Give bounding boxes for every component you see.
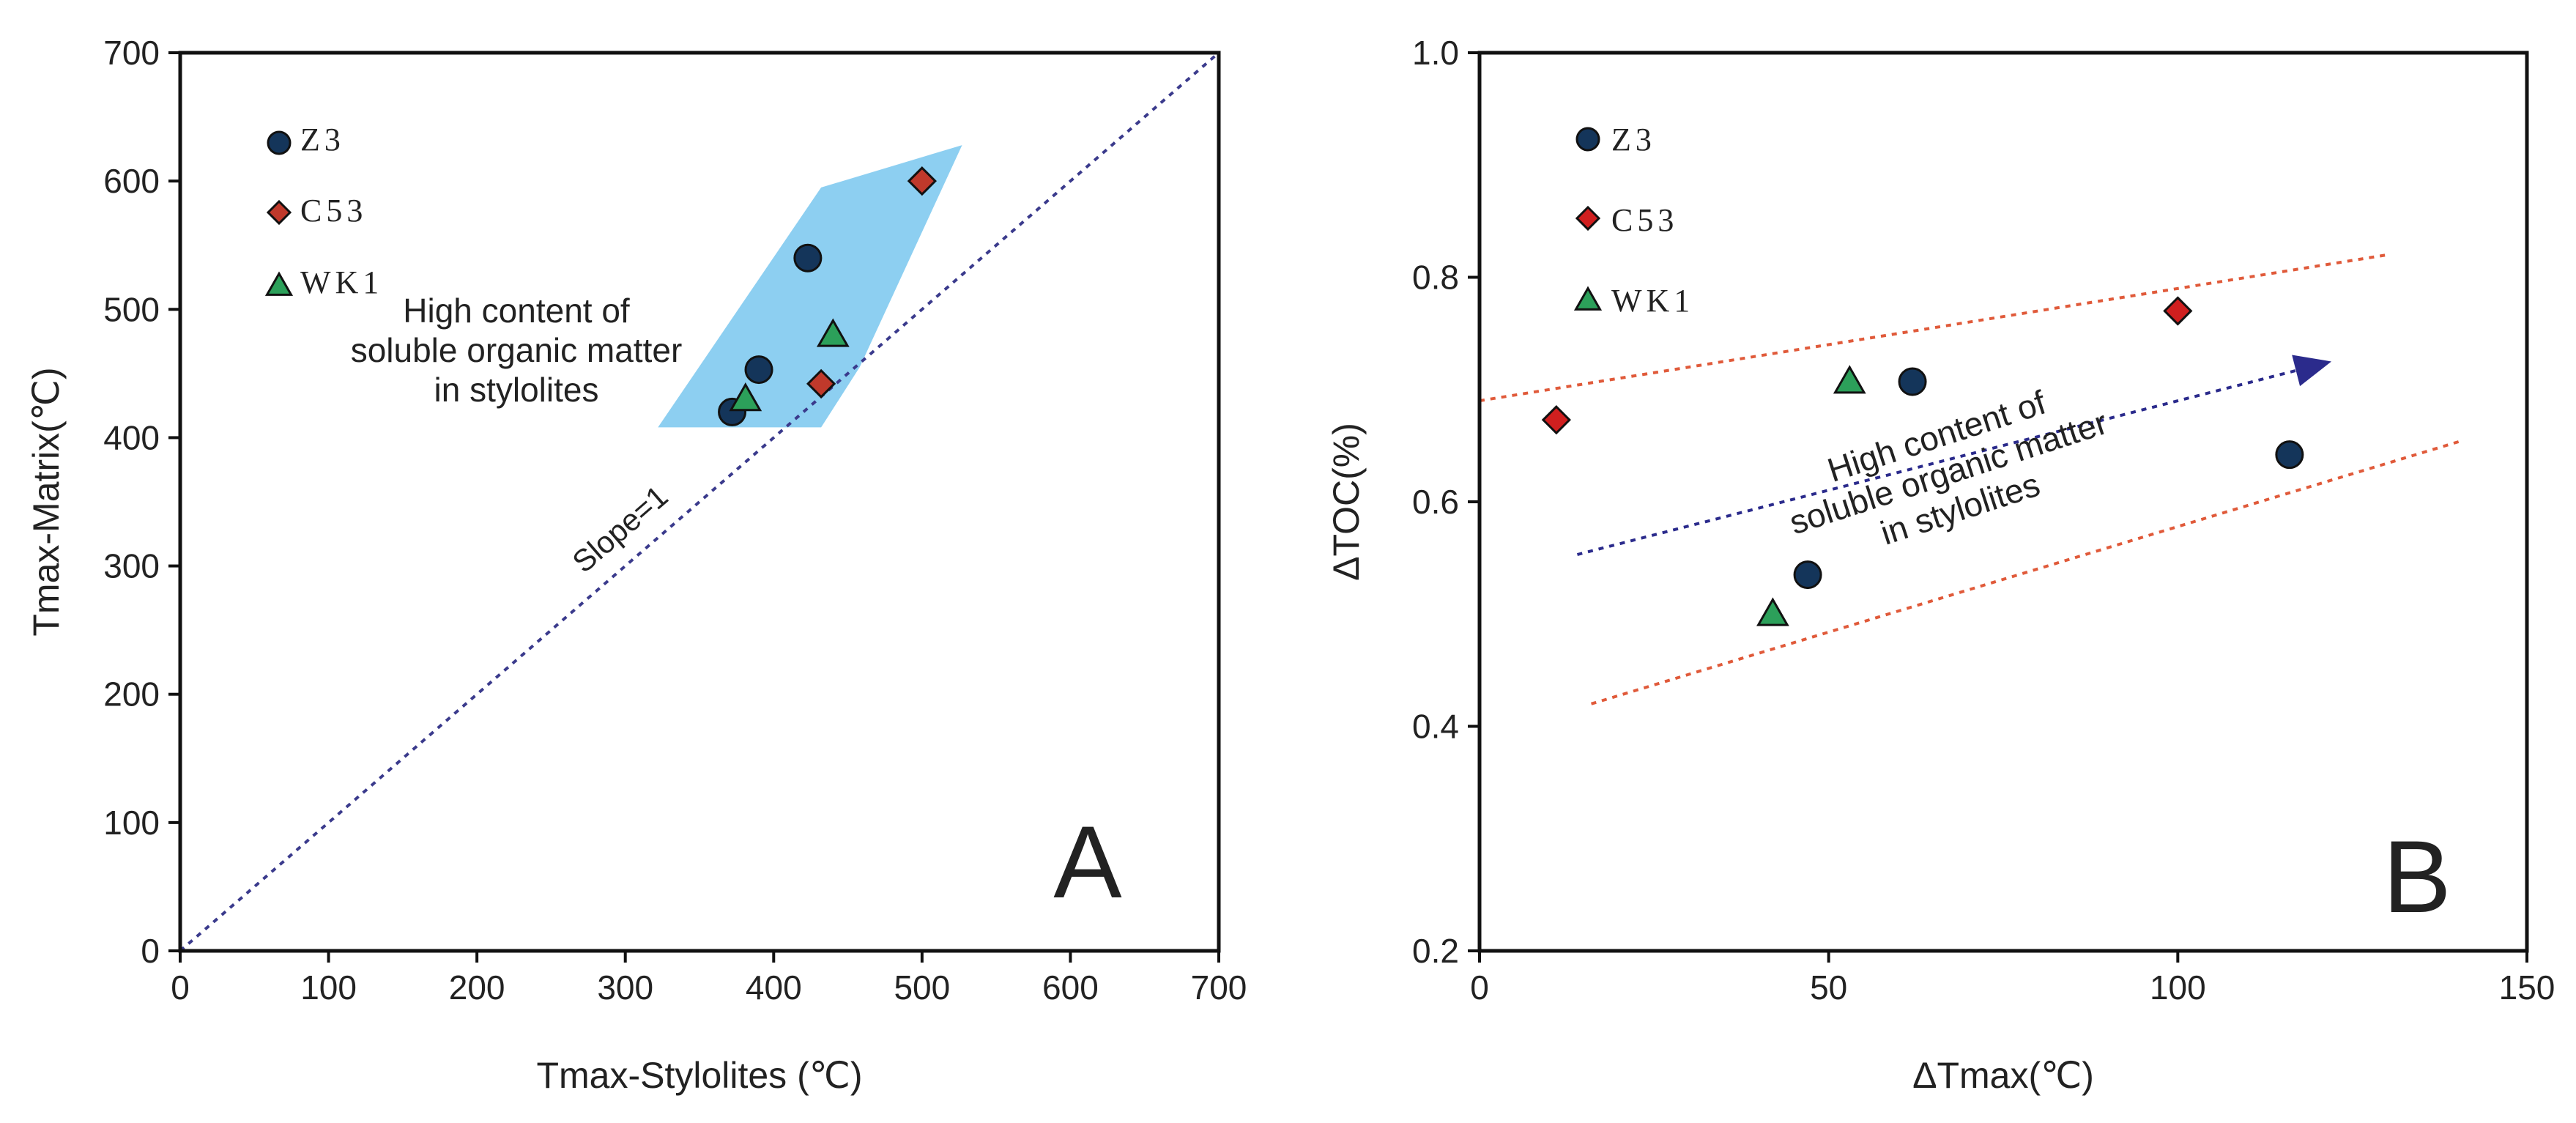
y-tick-label: 200 (103, 675, 160, 714)
legend-marker-wk1 (264, 271, 294, 296)
legend-marker-c53 (1575, 205, 1601, 231)
legend-marker-wk1 (1573, 286, 1603, 311)
panel-b-legend: Z3 C53 WK1 (1573, 122, 1694, 319)
upper-bound-line (1479, 253, 2388, 403)
legend-label-c53: C53 (1611, 202, 1678, 238)
lower-bound-line (1590, 438, 2465, 705)
x-tick-label: 150 (2499, 968, 2555, 1007)
legend-label-wk1: WK1 (300, 264, 383, 300)
x-tick-label: 200 (449, 968, 505, 1007)
legend-marker-c53 (266, 199, 292, 226)
data-point-z3 (793, 243, 823, 273)
trend-arrow-head (2292, 355, 2332, 387)
data-point-c53 (907, 166, 937, 196)
data-point-c53 (1541, 405, 1571, 435)
panel-b-y-axis-label: ΔTOC(%) (1326, 423, 1367, 581)
y-tick-label: 0 (141, 932, 160, 970)
legend-marker-wk1 (264, 271, 294, 296)
data-point-wk1 (729, 382, 762, 412)
legend-marker-z3 (267, 130, 292, 155)
x-tick-label: 100 (300, 968, 357, 1007)
x-tick-label: 100 (2150, 968, 2206, 1007)
x-tick-label: 600 (1042, 968, 1099, 1007)
panel-a-label: A (1053, 804, 1122, 919)
x-tick-label: 400 (746, 968, 802, 1007)
y-tick-label: 300 (103, 547, 160, 585)
legend-label-wk1: WK1 (1611, 283, 1694, 319)
panel-a-annotation-line-3: in stylolites (434, 371, 599, 409)
data-point-z3 (1793, 560, 1822, 590)
legend-marker-c53 (266, 199, 292, 226)
x-tick-label: 0 (171, 968, 190, 1007)
panel-b-label: B (2383, 819, 2451, 934)
panel-a-annotation-line-1: High content of (403, 292, 630, 330)
panel-a-y-axis-label: Tmax-Matrix(℃) (26, 367, 67, 636)
data-point-c53 (2163, 296, 2193, 326)
slope-line-label: Slope=1 (565, 479, 674, 579)
legend-marker-wk1 (1573, 286, 1603, 311)
x-tick-label: 50 (1810, 968, 1847, 1007)
x-tick-label: 700 (1191, 968, 1247, 1007)
y-tick-label: 0.2 (1412, 932, 1459, 970)
data-point-z3 (2275, 440, 2304, 470)
y-tick-label: 700 (103, 34, 160, 72)
legend-label-z3: Z3 (300, 122, 345, 157)
y-tick-label: 0.8 (1412, 259, 1459, 297)
legend-marker-z3 (267, 130, 292, 155)
x-tick-label: 500 (894, 968, 950, 1007)
y-tick-label: 1.0 (1412, 34, 1459, 72)
panel-a-plot-area (178, 51, 1221, 953)
panel-a-x-axis-label: Tmax-Stylolites (℃) (536, 1055, 862, 1096)
panel-b-x-axis-label: ΔTmax(℃) (1912, 1055, 2094, 1096)
y-tick-label: 0.4 (1412, 708, 1459, 746)
legend-marker-z3 (1575, 127, 1600, 152)
x-tick-label: 300 (597, 968, 653, 1007)
legend-label-z3: Z3 (1611, 122, 1656, 157)
data-point-z3 (1898, 367, 1927, 396)
panel-a-annotation: High content of soluble organic matter i… (351, 292, 683, 409)
y-tick-label: 500 (103, 290, 160, 328)
panel-a-annotation-line-2: soluble organic matter (351, 331, 683, 369)
trend-arrow-line (1576, 368, 2297, 556)
legend-label-c53: C53 (300, 193, 367, 229)
data-point-wk1 (816, 318, 850, 347)
data-point-wk1 (1833, 365, 1866, 394)
y-tick-label: 400 (103, 418, 160, 456)
panel-b-annotation: High content of soluble organic matter i… (1785, 383, 2112, 552)
legend-marker-c53 (1575, 205, 1601, 231)
panel-b: 0 50 100 150 0.2 0.4 0.6 0.8 1.0 ΔTmax(℃) ΔTOC(… (1326, 34, 2555, 1096)
y-tick-label: 0.6 (1412, 483, 1459, 521)
x-tick-label: 0 (1470, 968, 1489, 1007)
data-point-z3 (744, 355, 773, 385)
slope-reference-line (179, 51, 1220, 952)
panel-a: 0 100 200 300 400 500 600 700 0 100 200 300 400 500 6… (26, 34, 1247, 1096)
y-tick-label: 100 (103, 804, 160, 842)
panel-a-legend: Z3 C53 WK1 (264, 122, 383, 300)
data-point-c53 (806, 368, 836, 399)
shaded-region (658, 145, 962, 428)
data-point-wk1 (1756, 597, 1789, 626)
legend-marker-z3 (1575, 127, 1600, 152)
y-tick-label: 600 (103, 162, 160, 200)
